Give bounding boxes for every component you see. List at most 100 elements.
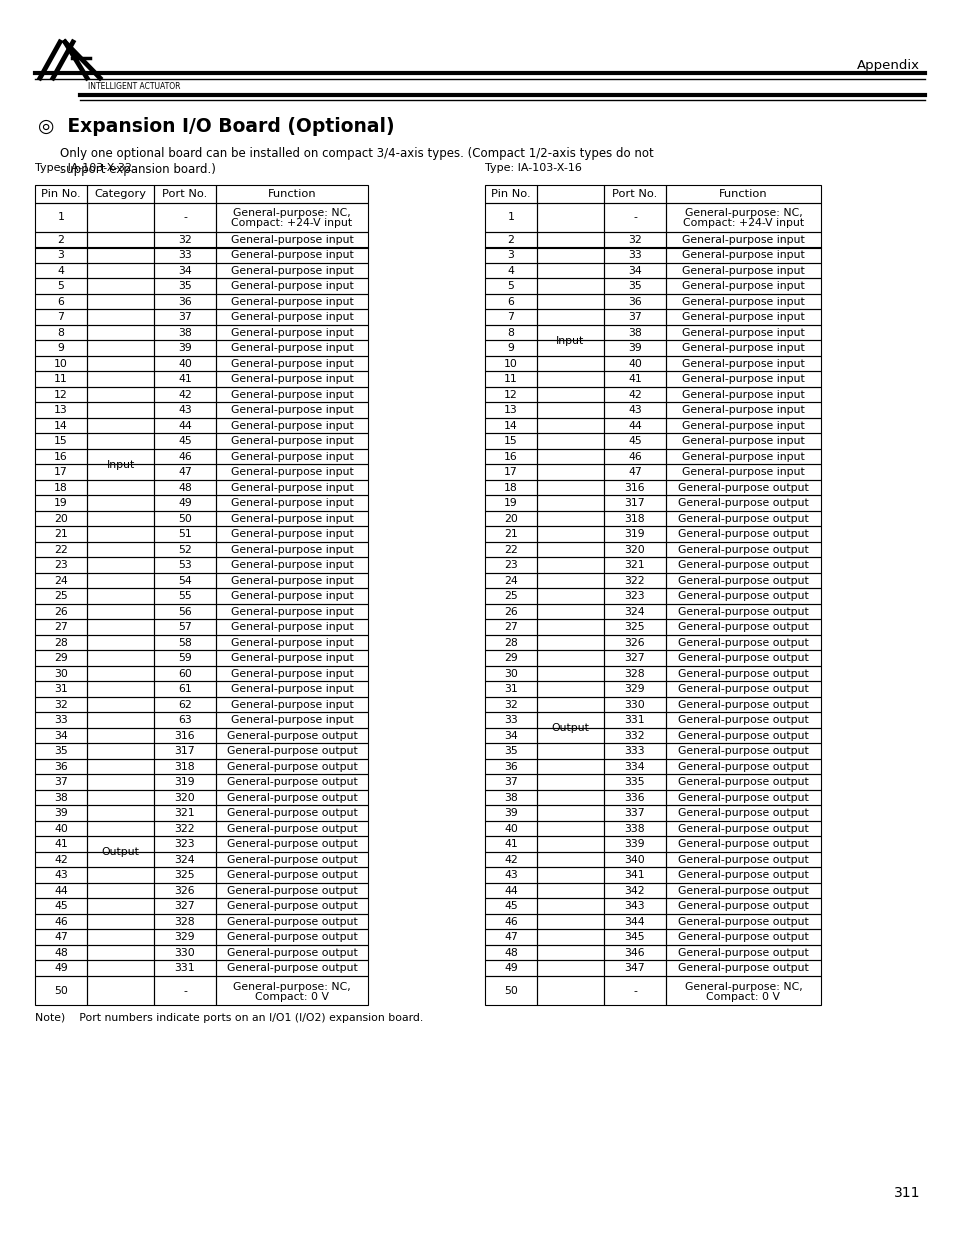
- Text: 323: 323: [624, 592, 644, 601]
- Bar: [665, 635, 821, 651]
- Text: General-purpose output: General-purpose output: [678, 514, 808, 524]
- Bar: [537, 697, 603, 713]
- Bar: [87, 604, 153, 620]
- Bar: [35, 883, 87, 899]
- Text: 319: 319: [624, 530, 644, 540]
- Bar: [484, 387, 537, 403]
- Bar: [665, 387, 821, 403]
- Text: 50: 50: [503, 986, 517, 995]
- Text: General-purpose: NC,: General-purpose: NC,: [684, 209, 801, 219]
- Bar: [35, 417, 87, 433]
- Bar: [87, 356, 153, 372]
- Bar: [603, 279, 665, 294]
- Bar: [537, 774, 603, 790]
- Text: General-purpose output: General-purpose output: [227, 731, 357, 741]
- Bar: [215, 805, 368, 821]
- Text: General-purpose output: General-purpose output: [678, 622, 808, 632]
- Text: 49: 49: [178, 498, 192, 509]
- Text: 46: 46: [178, 452, 192, 462]
- Bar: [35, 387, 87, 403]
- Text: General-purpose input: General-purpose input: [231, 576, 353, 585]
- Text: 318: 318: [624, 514, 644, 524]
- Text: 12: 12: [54, 390, 68, 400]
- Bar: [603, 573, 665, 589]
- Bar: [665, 573, 821, 589]
- Text: General-purpose input: General-purpose input: [231, 622, 353, 632]
- Bar: [603, 495, 665, 511]
- Bar: [215, 403, 368, 417]
- Text: 49: 49: [503, 963, 517, 973]
- Text: General-purpose output: General-purpose output: [678, 576, 808, 585]
- Bar: [153, 294, 215, 310]
- Bar: [35, 542, 87, 557]
- Bar: [215, 557, 368, 573]
- Bar: [665, 403, 821, 417]
- Bar: [153, 526, 215, 542]
- Bar: [603, 821, 665, 836]
- Bar: [537, 666, 603, 682]
- Text: General-purpose output: General-purpose output: [678, 855, 808, 864]
- Text: 41: 41: [503, 840, 517, 850]
- Bar: [153, 914, 215, 930]
- Bar: [603, 651, 665, 666]
- Bar: [665, 325, 821, 341]
- Bar: [665, 263, 821, 279]
- Bar: [537, 526, 603, 542]
- Bar: [665, 899, 821, 914]
- Bar: [603, 341, 665, 356]
- Text: General-purpose output: General-purpose output: [227, 855, 357, 864]
- Bar: [484, 697, 537, 713]
- Bar: [87, 542, 153, 557]
- Text: General-purpose input: General-purpose input: [231, 653, 353, 663]
- Text: General-purpose output: General-purpose output: [678, 871, 808, 881]
- Text: 346: 346: [624, 947, 644, 958]
- Bar: [603, 203, 665, 232]
- Text: General-purpose output: General-purpose output: [678, 885, 808, 895]
- Bar: [215, 743, 368, 760]
- Bar: [603, 867, 665, 883]
- Bar: [665, 294, 821, 310]
- Text: General-purpose input: General-purpose input: [681, 436, 804, 446]
- Bar: [35, 480, 87, 495]
- Bar: [603, 417, 665, 433]
- Text: 28: 28: [54, 637, 68, 647]
- Bar: [215, 310, 368, 325]
- Bar: [603, 356, 665, 372]
- Bar: [87, 294, 153, 310]
- Bar: [153, 930, 215, 945]
- Text: 12: 12: [503, 390, 517, 400]
- Text: 9: 9: [507, 343, 514, 353]
- Bar: [215, 573, 368, 589]
- Bar: [215, 526, 368, 542]
- Text: 60: 60: [178, 668, 192, 679]
- Bar: [35, 325, 87, 341]
- Text: 25: 25: [503, 592, 517, 601]
- Bar: [537, 713, 603, 727]
- Bar: [87, 263, 153, 279]
- Bar: [87, 743, 153, 760]
- Bar: [665, 279, 821, 294]
- Bar: [537, 511, 603, 526]
- Text: 318: 318: [174, 762, 195, 772]
- Text: 25: 25: [54, 592, 68, 601]
- Bar: [87, 682, 153, 697]
- Bar: [87, 247, 153, 263]
- Text: 47: 47: [54, 932, 68, 942]
- Bar: [484, 203, 537, 232]
- Bar: [215, 542, 368, 557]
- Text: 34: 34: [178, 266, 192, 275]
- Bar: [603, 635, 665, 651]
- Bar: [537, 464, 603, 480]
- Text: 24: 24: [503, 576, 517, 585]
- Text: 21: 21: [54, 530, 68, 540]
- Bar: [153, 372, 215, 387]
- Bar: [215, 247, 368, 263]
- Bar: [665, 666, 821, 682]
- Bar: [35, 433, 87, 450]
- Text: 32: 32: [178, 235, 192, 245]
- Text: 324: 324: [624, 606, 644, 616]
- Bar: [603, 263, 665, 279]
- Text: -: -: [183, 212, 187, 222]
- Text: General-purpose output: General-purpose output: [678, 808, 808, 819]
- Text: 18: 18: [54, 483, 68, 493]
